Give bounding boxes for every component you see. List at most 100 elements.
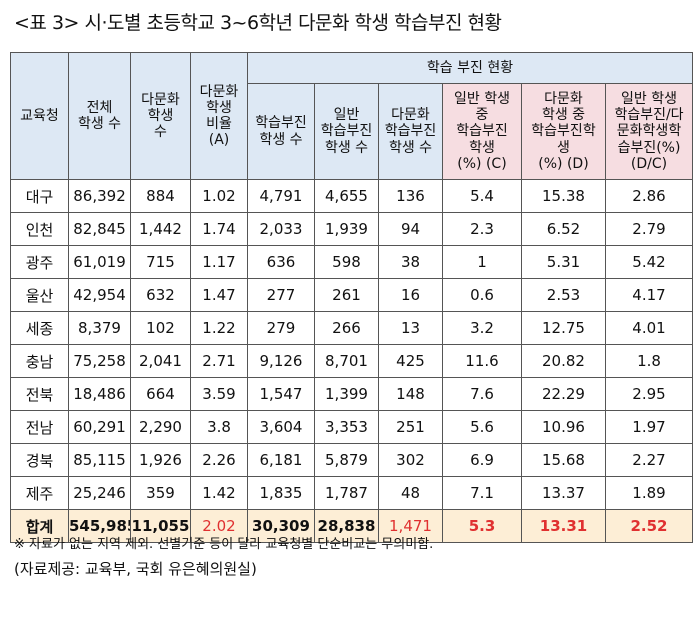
cell: 1 <box>442 245 522 279</box>
header-ratio-dc: 일반 학생 학습부진/다 문화학생학 습부진(%) (D/C) <box>605 83 693 180</box>
cell: 1.89 <box>605 476 693 510</box>
cell: 10.96 <box>521 410 606 444</box>
cell: 2.53 <box>521 278 606 312</box>
total-label: 합계 <box>10 509 69 543</box>
cell: 1.8 <box>605 344 693 378</box>
cell: 425 <box>378 344 443 378</box>
cell: 302 <box>378 443 443 477</box>
cell: 2.79 <box>605 212 693 246</box>
total-cell-highlight: 13.31 <box>521 509 606 543</box>
cell: 82,845 <box>68 212 131 246</box>
cell: 3.59 <box>190 377 248 411</box>
cell: 25,246 <box>68 476 131 510</box>
cell: 5.4 <box>442 179 522 213</box>
header-general-rate-c: 일반 학생 중 학습부진 학생 (%) (C) <box>442 83 522 180</box>
total-row: 합계 545,985 11,055 2.02 30,309 28,838 1,4… <box>10 509 693 543</box>
cell: 1.22 <box>190 311 248 345</box>
cell: 2.95 <box>605 377 693 411</box>
table-row: 제주 25,246 359 1.42 1,835 1,787 48 7.1 13… <box>10 476 693 510</box>
cell: 48 <box>378 476 443 510</box>
cell: 5,879 <box>314 443 379 477</box>
cell: 2,041 <box>130 344 191 378</box>
cell: 86,392 <box>68 179 131 213</box>
cell: 3.8 <box>190 410 248 444</box>
cell: 2.71 <box>190 344 248 378</box>
table-row: 대구 86,392 884 1.02 4,791 4,655 136 5.4 1… <box>10 179 693 213</box>
cell: 12.75 <box>521 311 606 345</box>
table-row: 울산 42,954 632 1.47 277 261 16 0.6 2.53 4… <box>10 278 693 312</box>
cell: 359 <box>130 476 191 510</box>
cell: 4,655 <box>314 179 379 213</box>
cell: 5.31 <box>521 245 606 279</box>
footnote: ※ 자료가 없는 지역 제외. 선별기준 등이 달라 교육청별 단순비교는 무의… <box>14 537 434 552</box>
cell: 5.42 <box>605 245 693 279</box>
cell: 277 <box>247 278 315 312</box>
cell: 6,181 <box>247 443 315 477</box>
total-cell: 28,838 <box>314 509 379 543</box>
cell: 2.27 <box>605 443 693 477</box>
cell: 8,379 <box>68 311 131 345</box>
header-multicultural-underachieving: 다문화 학습부진 학생 수 <box>378 83 443 180</box>
header-underachieving-students: 학습부진 학생 수 <box>247 83 315 180</box>
header-total-students: 전체 학생 수 <box>68 52 131 180</box>
total-cell-highlight: 5.3 <box>442 509 522 543</box>
cell-region: 경북 <box>10 443 69 477</box>
header-multicultural-students: 다문화 학생 수 <box>130 52 191 180</box>
cell: 1.74 <box>190 212 248 246</box>
header-group-underachievement: 학습 부진 현황 <box>247 52 693 84</box>
cell: 1.97 <box>605 410 693 444</box>
cell: 102 <box>130 311 191 345</box>
cell: 16 <box>378 278 443 312</box>
cell: 7.1 <box>442 476 522 510</box>
cell: 15.38 <box>521 179 606 213</box>
cell: 94 <box>378 212 443 246</box>
cell: 1,787 <box>314 476 379 510</box>
cell: 13 <box>378 311 443 345</box>
cell-region: 전북 <box>10 377 69 411</box>
cell: 4.17 <box>605 278 693 312</box>
cell: 664 <box>130 377 191 411</box>
cell: 2,033 <box>247 212 315 246</box>
cell: 38 <box>378 245 443 279</box>
header-multicultural-ratio: 다문화 학생 비율 (A) <box>190 52 248 180</box>
cell: 598 <box>314 245 379 279</box>
cell: 261 <box>314 278 379 312</box>
cell: 85,115 <box>68 443 131 477</box>
cell-region: 전남 <box>10 410 69 444</box>
header-region: 교육청 <box>10 52 69 180</box>
cell: 3,353 <box>314 410 379 444</box>
cell-region: 인천 <box>10 212 69 246</box>
cell: 266 <box>314 311 379 345</box>
cell: 11.6 <box>442 344 522 378</box>
cell-region: 울산 <box>10 278 69 312</box>
cell: 1.02 <box>190 179 248 213</box>
cell: 5.6 <box>442 410 522 444</box>
total-cell: 30,309 <box>247 509 315 543</box>
cell: 6.52 <box>521 212 606 246</box>
table-row: 경북 85,115 1,926 2.26 6,181 5,879 302 6.9… <box>10 443 693 477</box>
cell: 6.9 <box>442 443 522 477</box>
header-general-underachieving: 일반 학습부진 학생 수 <box>314 83 379 180</box>
cell-region: 대구 <box>10 179 69 213</box>
cell: 3,604 <box>247 410 315 444</box>
cell: 20.82 <box>521 344 606 378</box>
cell: 4,791 <box>247 179 315 213</box>
cell: 18,486 <box>68 377 131 411</box>
cell: 75,258 <box>68 344 131 378</box>
cell: 1,547 <box>247 377 315 411</box>
cell: 4.01 <box>605 311 693 345</box>
cell: 2.3 <box>442 212 522 246</box>
cell: 9,126 <box>247 344 315 378</box>
total-cell-highlight: 2.52 <box>605 509 693 543</box>
cell: 1,399 <box>314 377 379 411</box>
source-credit: (자료제공: 교육부, 국회 유은혜의원실) <box>14 560 257 578</box>
cell: 61,019 <box>68 245 131 279</box>
cell: 8,701 <box>314 344 379 378</box>
cell: 22.29 <box>521 377 606 411</box>
cell-region: 충남 <box>10 344 69 378</box>
cell: 148 <box>378 377 443 411</box>
cell: 1.42 <box>190 476 248 510</box>
table-title: <표 3> 시·도별 초등학교 3~6학년 다문화 학생 학습부진 현황 <box>14 12 502 34</box>
total-cell-highlight: 1,471 <box>378 509 443 543</box>
table-row: 전남 60,291 2,290 3.8 3,604 3,353 251 5.6 … <box>10 410 693 444</box>
